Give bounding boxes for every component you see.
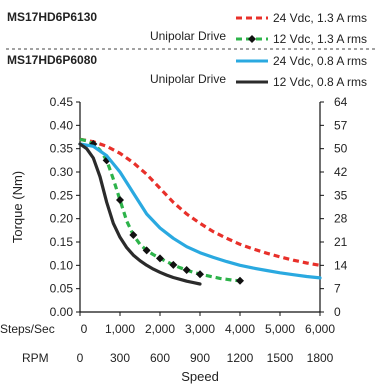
x-tick-label-0-0: 0 bbox=[81, 322, 88, 336]
y-right-tick-label-7: 50 bbox=[334, 142, 348, 156]
series-line-4 bbox=[78, 142, 202, 286]
x-tick-label-0-2: 2,000 bbox=[145, 322, 175, 336]
series-2-marker-4 bbox=[142, 246, 151, 255]
y-right-tick-label-4: 28 bbox=[334, 212, 348, 226]
legend-label-2: 12 Vdc, 1.3 A rms bbox=[273, 32, 367, 46]
y-tick-label-5: 0.25 bbox=[50, 188, 74, 202]
legend-label-4: 12 Vdc, 0.8 A rms bbox=[273, 75, 367, 89]
series-2-marker-3 bbox=[129, 231, 138, 239]
series-2-marker-9 bbox=[236, 276, 244, 285]
x-row-label-0: Steps/Sec bbox=[0, 322, 55, 336]
y-right-tick-label-9: 64 bbox=[334, 95, 348, 109]
x-tick-label-0-5: 5,000 bbox=[265, 322, 295, 336]
series-2-marker-8 bbox=[196, 270, 204, 279]
y-tick-label-3: 0.15 bbox=[50, 235, 74, 249]
x-tick-label-1-3: 900 bbox=[190, 351, 210, 365]
legend-label-3: 24 Vdc, 0.8 A rms bbox=[273, 54, 367, 68]
series-2-marker-7 bbox=[182, 266, 191, 274]
y-tick-label-7: 0.35 bbox=[50, 142, 74, 156]
series-line-3 bbox=[78, 142, 322, 280]
y-right-tick-label-0: 0 bbox=[334, 305, 341, 319]
y-right-tick-label-5: 35 bbox=[334, 188, 348, 202]
x-tick-label-0-3: 3,000 bbox=[185, 322, 215, 336]
y-right-tick-label-8: 57 bbox=[334, 118, 348, 132]
axes: 0.00 0 0.05 7 0.10 14 0.15 21 0.20 28 0.25 35 0.30 42… bbox=[0, 95, 348, 384]
x-tick-label-0-4: 4,000 bbox=[225, 322, 255, 336]
series-2-marker-2 bbox=[116, 196, 124, 204]
y-tick-label-6: 0.30 bbox=[50, 165, 74, 179]
x-tick-label-0-1: 1,000 bbox=[105, 322, 135, 336]
y-tick-label-8: 0.40 bbox=[50, 118, 74, 132]
plot-area bbox=[78, 137, 322, 286]
x-tick-label-1-5: 1500 bbox=[267, 351, 294, 365]
x-row-label-1: RPM bbox=[22, 351, 49, 365]
series-2-marker-6 bbox=[169, 260, 178, 269]
y-tick-label-0: 0.00 bbox=[50, 305, 74, 319]
y-tick-label-4: 0.20 bbox=[50, 212, 74, 226]
x-tick-label-0-6: 6,000 bbox=[305, 322, 335, 336]
legend-label-1: 24 Vdc, 1.3 A rms bbox=[273, 11, 367, 25]
legend-drive-1: Unipolar Drive bbox=[150, 29, 226, 43]
series-2-marker-5 bbox=[156, 254, 164, 263]
legend-model-1: MS17HD6P6130 bbox=[7, 10, 97, 24]
y-tick-label-9: 0.45 bbox=[50, 95, 74, 109]
legend-drive-2: Unipolar Drive bbox=[150, 72, 226, 86]
x-axis-title: Speed bbox=[181, 369, 219, 384]
x-tick-label-1-0: 0 bbox=[77, 351, 84, 365]
x-tick-label-1-1: 300 bbox=[110, 351, 130, 365]
y-right-tick-label-3: 21 bbox=[334, 235, 348, 249]
x-tick-label-1-4: 1200 bbox=[227, 351, 254, 365]
legend-marker-2 bbox=[248, 35, 256, 43]
x-tick-label-1-2: 600 bbox=[150, 351, 170, 365]
x-tick-label-1-6: 1800 bbox=[307, 351, 334, 365]
legend-model-2: MS17HD6P6080 bbox=[7, 53, 97, 67]
y-right-tick-label-2: 14 bbox=[334, 258, 348, 272]
series-line-1 bbox=[79, 137, 321, 267]
legend: MS17HD6P6130 Unipolar Drive MS17HD6P6080 Un… bbox=[6, 10, 375, 89]
y-tick-label-1: 0.05 bbox=[50, 282, 74, 296]
y-tick-label-2: 0.10 bbox=[50, 258, 74, 272]
y-right-tick-label-1: 7 bbox=[334, 282, 341, 296]
y-axis-title: Torque (Nm) bbox=[10, 171, 25, 243]
y-right-tick-label-6: 42 bbox=[334, 165, 348, 179]
